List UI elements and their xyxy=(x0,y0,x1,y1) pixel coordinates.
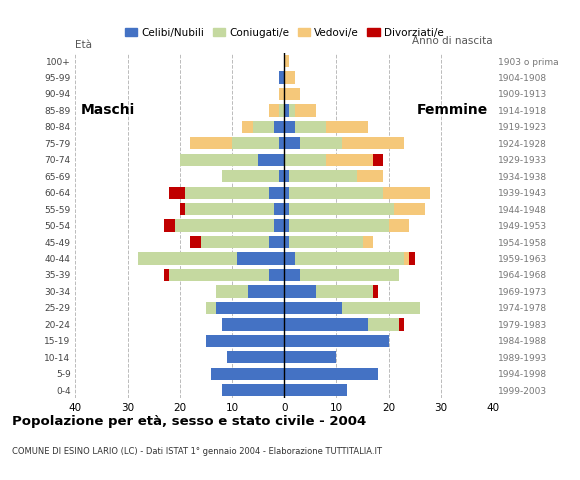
Bar xyxy=(222,318,284,331)
Bar xyxy=(284,170,289,182)
Bar xyxy=(216,302,284,314)
Text: Femmine: Femmine xyxy=(416,103,488,118)
Legend: Celibi/Nubili, Coniugati/e, Vedovi/e, Divorziati/e: Celibi/Nubili, Coniugati/e, Vedovi/e, Di… xyxy=(121,24,448,42)
Bar xyxy=(289,219,389,232)
Bar xyxy=(289,236,362,248)
Bar xyxy=(164,219,175,232)
Bar xyxy=(269,104,279,117)
Bar xyxy=(284,285,316,298)
Bar xyxy=(279,170,284,182)
Bar xyxy=(274,120,284,133)
Bar xyxy=(269,236,284,248)
Bar xyxy=(274,203,284,216)
Bar xyxy=(180,154,258,166)
Bar xyxy=(326,120,368,133)
Bar xyxy=(269,187,284,199)
Bar xyxy=(300,137,342,149)
Bar xyxy=(175,219,274,232)
Bar xyxy=(284,351,336,363)
Bar xyxy=(289,187,383,199)
Text: Popolazione per età, sesso e stato civile - 2004: Popolazione per età, sesso e stato civil… xyxy=(12,415,366,428)
Bar xyxy=(284,72,295,84)
Bar xyxy=(253,120,274,133)
Text: Maschi: Maschi xyxy=(81,103,135,118)
Bar xyxy=(383,187,430,199)
Bar xyxy=(295,104,316,117)
Bar xyxy=(279,137,284,149)
Bar xyxy=(284,252,295,264)
Bar xyxy=(274,219,284,232)
Bar xyxy=(222,384,284,396)
Bar xyxy=(269,269,284,281)
Bar xyxy=(284,219,289,232)
Bar xyxy=(284,318,368,331)
Bar xyxy=(201,236,269,248)
Bar xyxy=(138,252,237,264)
Bar xyxy=(284,154,326,166)
Bar xyxy=(295,252,404,264)
Bar xyxy=(284,55,289,67)
Bar xyxy=(389,219,409,232)
Bar xyxy=(289,104,295,117)
Bar xyxy=(180,203,185,216)
Bar xyxy=(211,368,284,380)
Bar xyxy=(284,269,300,281)
Bar xyxy=(357,170,383,182)
Bar xyxy=(279,72,284,84)
Bar xyxy=(284,368,378,380)
Bar xyxy=(284,302,342,314)
Bar xyxy=(284,88,300,100)
Bar xyxy=(394,203,425,216)
Bar xyxy=(279,104,284,117)
Text: Anno di nascita: Anno di nascita xyxy=(412,36,493,46)
Bar xyxy=(284,120,295,133)
Bar xyxy=(289,170,357,182)
Bar xyxy=(258,154,284,166)
Bar xyxy=(169,269,269,281)
Bar xyxy=(237,252,284,264)
Bar xyxy=(242,120,253,133)
Bar xyxy=(169,187,185,199)
Bar xyxy=(284,137,300,149)
Bar xyxy=(284,104,289,117)
Bar xyxy=(185,187,269,199)
Bar xyxy=(300,269,399,281)
Bar xyxy=(326,154,373,166)
Bar xyxy=(227,351,284,363)
Bar xyxy=(232,137,279,149)
Bar xyxy=(284,335,389,347)
Bar xyxy=(362,236,373,248)
Bar xyxy=(190,236,201,248)
Bar xyxy=(368,318,399,331)
Bar xyxy=(399,318,404,331)
Bar xyxy=(373,154,383,166)
Bar xyxy=(295,120,326,133)
Bar xyxy=(342,302,420,314)
Bar xyxy=(190,137,232,149)
Bar xyxy=(342,137,404,149)
Bar xyxy=(284,203,289,216)
Bar xyxy=(316,285,373,298)
Bar xyxy=(185,203,274,216)
Bar xyxy=(222,170,279,182)
Bar xyxy=(216,285,248,298)
Bar xyxy=(206,302,216,314)
Bar xyxy=(248,285,284,298)
Bar xyxy=(164,269,169,281)
Bar xyxy=(284,187,289,199)
Bar xyxy=(289,203,394,216)
Text: Età: Età xyxy=(75,39,92,49)
Bar xyxy=(284,236,289,248)
Bar xyxy=(279,88,284,100)
Bar xyxy=(373,285,378,298)
Bar xyxy=(206,335,284,347)
Text: COMUNE DI ESINO LARIO (LC) - Dati ISTAT 1° gennaio 2004 - Elaborazione TUTTITALI: COMUNE DI ESINO LARIO (LC) - Dati ISTAT … xyxy=(12,446,382,456)
Bar xyxy=(409,252,415,264)
Bar xyxy=(284,384,347,396)
Bar xyxy=(404,252,409,264)
